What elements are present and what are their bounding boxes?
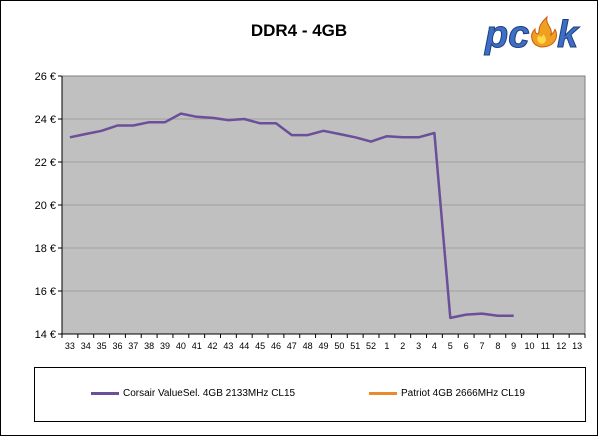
x-tick-label: 13 [572, 341, 582, 351]
x-tick-label: 9 [511, 341, 516, 351]
y-tick-label: 16 € [35, 286, 56, 298]
x-tick-label: 6 [464, 341, 469, 351]
x-tick-label: 35 [97, 341, 107, 351]
x-tick-label: 50 [334, 341, 344, 351]
x-tick-label: 38 [144, 341, 154, 351]
legend-swatch-corsair [91, 392, 119, 395]
x-tick-label: 41 [192, 341, 202, 351]
x-tick-label: 2 [400, 341, 405, 351]
legend: Corsair ValueSel. 4GB 2133MHz CL15 Patri… [34, 367, 586, 422]
x-tick-label: 40 [176, 341, 186, 351]
y-tick-label: 22 € [35, 157, 56, 169]
y-tick-label: 26 € [35, 71, 56, 83]
x-tick-label: 37 [128, 341, 138, 351]
plot-area: 14 €16 €18 €20 €22 €24 €26 €33 34 35 36 37 38… [35, 71, 586, 351]
logo-text-pc: pc [484, 14, 529, 56]
y-tick-label: 14 € [35, 329, 56, 341]
x-tick-label: 51 [350, 341, 360, 351]
logo-text-k: k [557, 14, 580, 56]
x-tick-label: 34 [81, 341, 91, 351]
x-tick-label: 10 [525, 341, 535, 351]
x-tick-label: 7 [479, 341, 484, 351]
series-line-0 [69, 112, 514, 320]
x-tick-label: 11 [541, 341, 550, 351]
x-tick-label: 8 [495, 341, 500, 351]
y-tick-label: 18 € [35, 243, 56, 255]
legend-item-corsair: Corsair ValueSel. 4GB 2133MHz CL15 [91, 388, 295, 399]
legend-label-patriot: Patriot 4GB 2666MHz CL19 [401, 388, 525, 399]
x-tick-label: 42 [208, 341, 218, 351]
x-tick-label: 33 [65, 341, 75, 351]
x-tick-label: 5 [448, 341, 453, 351]
legend-swatch-patriot [369, 392, 397, 395]
legend-label-corsair: Corsair ValueSel. 4GB 2133MHz CL15 [123, 388, 296, 399]
y-tick-label: 24 € [35, 114, 56, 126]
x-tick-label: 45 [255, 341, 265, 351]
x-tick-label: 36 [112, 341, 122, 351]
x-tick-label: 49 [318, 341, 328, 351]
chart-title: DDR4 - 4GB [250, 21, 348, 40]
pcsk-logo: pc k [484, 14, 581, 57]
x-tick-label: 4 [432, 341, 437, 351]
x-tick-label: 1 [384, 341, 389, 351]
x-tick-label: 39 [160, 341, 170, 351]
x-tick-label: 12 [556, 341, 566, 351]
x-tick-label: 44 [239, 341, 249, 351]
x-tick-label: 52 [366, 341, 376, 351]
x-tick-label: 43 [223, 341, 233, 351]
x-tick-label: 48 [303, 341, 313, 351]
flame-icon [531, 15, 557, 48]
x-tick-label: 46 [271, 341, 281, 351]
x-tick-label: 47 [287, 341, 297, 351]
legend-item-patriot: Patriot 4GB 2666MHz CL19 [369, 388, 525, 399]
x-tick-label: 3 [416, 341, 421, 351]
y-tick-label: 20 € [35, 200, 56, 212]
